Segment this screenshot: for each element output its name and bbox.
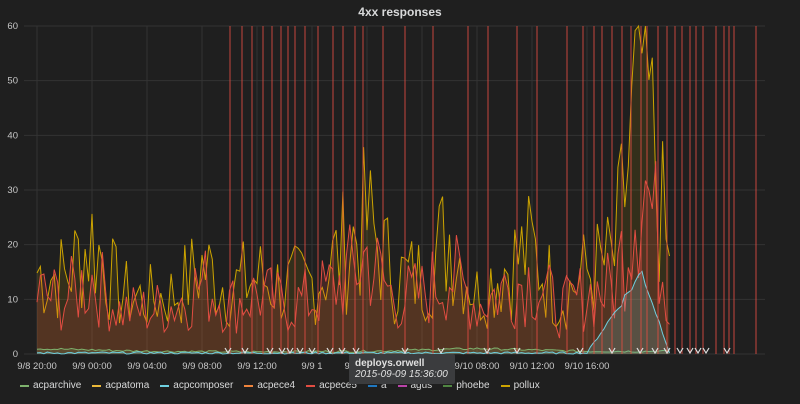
legend-swatch (92, 384, 102, 387)
annotation-marker[interactable] (576, 347, 584, 355)
x-tick-label: 9/9 08:00 (182, 361, 222, 372)
annotation-tooltip: deploys.orwell 2015-09-09 15:36:00 (349, 354, 455, 384)
annotation-marker[interactable] (286, 347, 294, 355)
annotation-marker[interactable] (636, 347, 644, 355)
annotation-marker[interactable] (278, 347, 286, 355)
annotation-marker[interactable] (308, 347, 316, 355)
series-area-acpcomposer (37, 271, 670, 354)
annotation-marker[interactable] (694, 347, 702, 355)
x-tick-label: 9/9 12:00 (237, 361, 277, 372)
legend-item-agus[interactable]: agus (397, 380, 433, 391)
x-tick-label: 9/9 04:00 (127, 361, 167, 372)
annotation-marker[interactable] (241, 347, 249, 355)
annotation-marker[interactable] (338, 347, 346, 355)
legend-label: acpece4 (257, 380, 296, 391)
legend-label: acpece5 (319, 380, 357, 391)
annotation-marker[interactable] (513, 347, 521, 355)
legend-item-acpatoma[interactable]: acpatoma (92, 380, 149, 391)
panel-title[interactable]: 4xx responses (358, 5, 442, 19)
x-tick-label: 9/10 12:00 (510, 361, 555, 372)
annotation-marker[interactable] (676, 347, 684, 355)
legend-label: acpcomposer (173, 380, 234, 391)
y-tick-label: 30 (7, 185, 18, 196)
series-line-acparchive (36, 347, 670, 354)
y-tick-label: 0 (13, 349, 18, 360)
series-line-acpcomposer (36, 270, 670, 355)
legend-item-acpece5[interactable]: acpece5 (306, 380, 357, 391)
legend: acparchive acpatoma acpcomposer acpece4 acpe… (20, 380, 540, 391)
legend-swatch (443, 384, 453, 387)
series-line-pollux (36, 24, 670, 330)
annotation-marker[interactable] (686, 347, 694, 355)
legend-label: a (380, 380, 387, 391)
y-tick-label: 60 (7, 21, 18, 32)
series-line-acpece5 (36, 161, 670, 339)
annotation-marker[interactable] (224, 347, 232, 355)
legend-swatch (306, 384, 316, 387)
legend-label: pollux (513, 380, 540, 391)
legend-label: phoebe (456, 380, 490, 391)
x-tick-label: 9/9 00:00 (72, 361, 112, 372)
annotation-marker[interactable] (702, 347, 710, 355)
legend-swatch (500, 384, 510, 387)
annotation-marker[interactable] (723, 347, 731, 355)
y-tick-label: 40 (7, 130, 18, 141)
legend-label: acpatoma (105, 380, 150, 391)
annotation-marker[interactable] (352, 347, 360, 355)
legend-item-a[interactable]: a (367, 380, 387, 391)
legend-swatch (20, 384, 29, 387)
legend-label: agus (410, 380, 433, 391)
legend-item-acpcomposer[interactable]: acpcomposer (160, 380, 233, 391)
legend-item-phoebe[interactable]: phoebe (443, 380, 490, 391)
annotation-marker[interactable] (483, 347, 491, 355)
legend-item-acparchive[interactable]: acparchive (20, 380, 81, 391)
annotation-marker[interactable] (296, 347, 304, 355)
x-tick-label: 9/10 16:00 (565, 361, 610, 372)
series-area-pollux (37, 26, 670, 354)
legend-swatch (397, 384, 407, 387)
legend-swatch (367, 384, 377, 387)
annotation-marker[interactable] (326, 347, 334, 355)
legend-item-acpece4[interactable]: acpece4 (244, 380, 295, 391)
y-tick-label: 50 (7, 76, 18, 87)
legend-item-pollux[interactable]: pollux (500, 380, 540, 391)
annotation-marker[interactable] (651, 347, 659, 355)
legend-swatch (244, 384, 254, 387)
annotation-marker[interactable] (608, 347, 616, 355)
legend-label: acparchive (33, 380, 82, 391)
annotation-marker[interactable] (266, 347, 274, 355)
annotation-marker[interactable] (437, 347, 445, 355)
x-tick-label: 9/9 1 (301, 361, 322, 372)
x-tick-label: 9/8 20:00 (17, 361, 57, 372)
annotation-marker[interactable] (663, 347, 671, 355)
tooltip-title: deploys.orwell (355, 358, 425, 369)
y-tick-label: 20 (7, 240, 18, 251)
legend-swatch (160, 384, 170, 387)
x-tick-label: 9/10 08:00 (455, 361, 500, 372)
y-tick-label: 10 (7, 294, 18, 305)
annotation-marker[interactable] (401, 347, 409, 355)
tooltip-time: 2015-09-09 15:36:00 (355, 369, 448, 380)
